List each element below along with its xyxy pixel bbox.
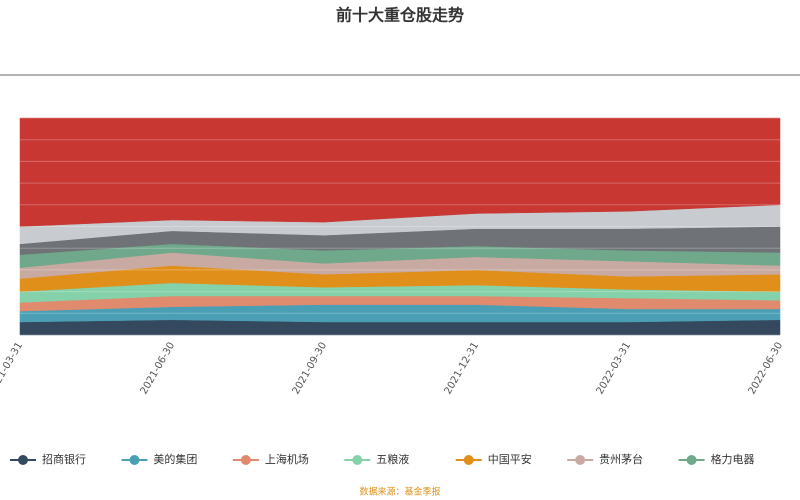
legend-marker xyxy=(18,455,28,465)
legend-label: 上海机场 xyxy=(265,452,309,466)
legend-marker xyxy=(686,455,697,465)
legend-marker xyxy=(129,455,140,465)
legend-marker xyxy=(575,455,586,465)
legend-label: 招商银行 xyxy=(42,452,86,466)
x-tick-label: 2021-12-31 xyxy=(443,341,482,397)
legend-label: 中国平安 xyxy=(488,452,532,466)
legend-marker xyxy=(240,455,251,465)
x-tick-label: 2021-09-30 xyxy=(291,341,330,397)
x-tick-label: 2021-03-31 xyxy=(0,341,25,397)
x-tick-label: 2022-06-30 xyxy=(747,341,786,397)
x-tick-label: 2021-06-30 xyxy=(139,341,178,397)
legend-label: 美的集团 xyxy=(153,452,197,466)
area xyxy=(19,117,781,227)
legend-label: 五粮液 xyxy=(376,452,409,466)
x-tick-label: 2022-03-31 xyxy=(595,341,634,397)
source: 数据来源：基金季报 xyxy=(359,486,440,498)
legend-marker xyxy=(463,455,474,465)
legend-label: 贵州茅台 xyxy=(599,452,643,466)
legend-label: 格力电器 xyxy=(711,452,755,466)
chart-title: 前十大重仓股走势 xyxy=(336,6,464,25)
legend-marker xyxy=(352,455,363,465)
